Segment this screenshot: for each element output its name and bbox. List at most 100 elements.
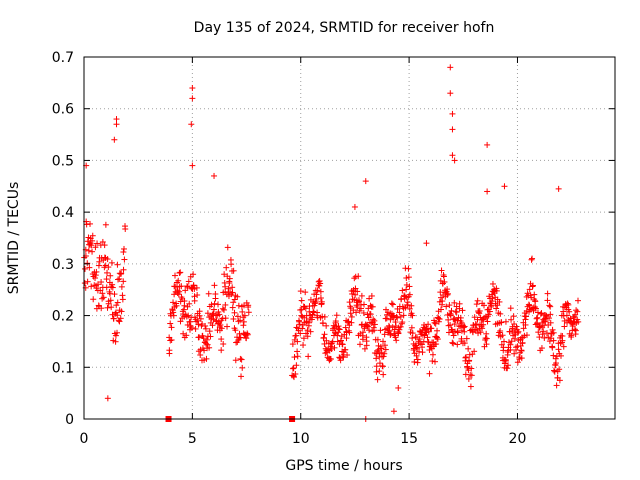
data-point: [177, 318, 184, 325]
data-point: [176, 288, 183, 295]
data-point: [451, 321, 458, 328]
data-point: [88, 242, 95, 249]
data-point: [406, 291, 413, 298]
data-point: [195, 321, 202, 328]
data-point: [297, 330, 304, 337]
data-point: [292, 370, 299, 377]
data-point: [98, 305, 105, 312]
data-point: [475, 330, 482, 337]
data-point: [544, 297, 551, 304]
data-point: [239, 364, 246, 371]
data-point: [290, 365, 297, 372]
data-point: [120, 249, 127, 256]
data-point: [212, 295, 219, 302]
data-point: [111, 291, 118, 298]
data-point: [547, 311, 554, 318]
data-point: [374, 336, 381, 343]
data-point: [468, 365, 475, 372]
data-point: [245, 302, 252, 309]
data-point: [194, 317, 201, 324]
data-point: [197, 352, 204, 359]
data-point: [219, 305, 226, 312]
data-point: [224, 244, 231, 251]
data-point: [409, 312, 416, 319]
data-point: [465, 345, 472, 352]
data-point: [302, 305, 309, 312]
data-point: [338, 333, 345, 340]
data-point: [294, 348, 301, 355]
data-point: [177, 298, 184, 305]
data-point: [114, 312, 121, 319]
data-point: [359, 329, 366, 336]
data-point: [565, 301, 572, 308]
data-point: [380, 353, 387, 360]
data-point-outlier: [113, 121, 120, 128]
data-point: [317, 280, 324, 287]
data-point: [394, 314, 401, 321]
data-point: [348, 319, 355, 326]
data-point: [538, 345, 545, 352]
data-point: [109, 284, 116, 291]
data-point: [220, 340, 227, 347]
data-point: [523, 313, 530, 320]
data-point: [355, 273, 362, 280]
data-point: [99, 295, 106, 302]
data-point: [171, 272, 178, 279]
data-point: [317, 295, 324, 302]
data-point: [453, 309, 460, 316]
data-point: [564, 300, 571, 307]
data-point: [534, 314, 541, 321]
data-point: [542, 318, 549, 325]
data-point: [436, 316, 443, 323]
data-point: [300, 342, 307, 349]
data-point: [501, 360, 508, 367]
data-point: [215, 301, 222, 308]
data-point: [542, 312, 549, 319]
data-point: [335, 323, 342, 330]
data-point: [168, 324, 175, 331]
scatter-points: [81, 64, 582, 422]
data-point: [342, 346, 349, 353]
data-point: [451, 299, 458, 306]
data-point: [184, 283, 191, 290]
y-tick-label: 0.7: [52, 50, 74, 66]
data-point: [289, 341, 296, 348]
data-point: [371, 327, 378, 334]
data-point: [84, 260, 91, 267]
data-point: [471, 348, 478, 355]
data-point: [543, 330, 550, 337]
data-point: [403, 281, 410, 288]
data-point: [223, 264, 230, 271]
data-point: [432, 358, 439, 365]
x-tick-label: 0: [80, 431, 89, 447]
data-point: [397, 313, 404, 320]
data-point: [447, 322, 454, 329]
data-point: [573, 307, 580, 314]
data-point: [305, 319, 312, 326]
data-point: [339, 341, 346, 348]
data-point: [203, 355, 210, 362]
data-point: [296, 318, 303, 325]
data-point: [461, 328, 468, 335]
data-point: [575, 297, 582, 304]
data-point: [114, 299, 121, 306]
data-point: [514, 329, 521, 336]
data-point: [235, 302, 242, 309]
data-point: [293, 332, 300, 339]
data-point: [222, 283, 229, 290]
data-point: [105, 264, 112, 271]
data-point: [327, 355, 334, 362]
data-point: [184, 283, 191, 290]
data-point: [230, 267, 237, 274]
data-point: [479, 325, 486, 332]
data-point: [443, 303, 450, 310]
data-point: [371, 321, 378, 328]
data-point: [344, 351, 351, 358]
data-point: [550, 337, 557, 344]
data-point: [85, 247, 92, 254]
data-point: [514, 359, 521, 366]
data-point: [444, 291, 451, 298]
data-point: [463, 335, 470, 342]
data-point: [118, 283, 125, 290]
